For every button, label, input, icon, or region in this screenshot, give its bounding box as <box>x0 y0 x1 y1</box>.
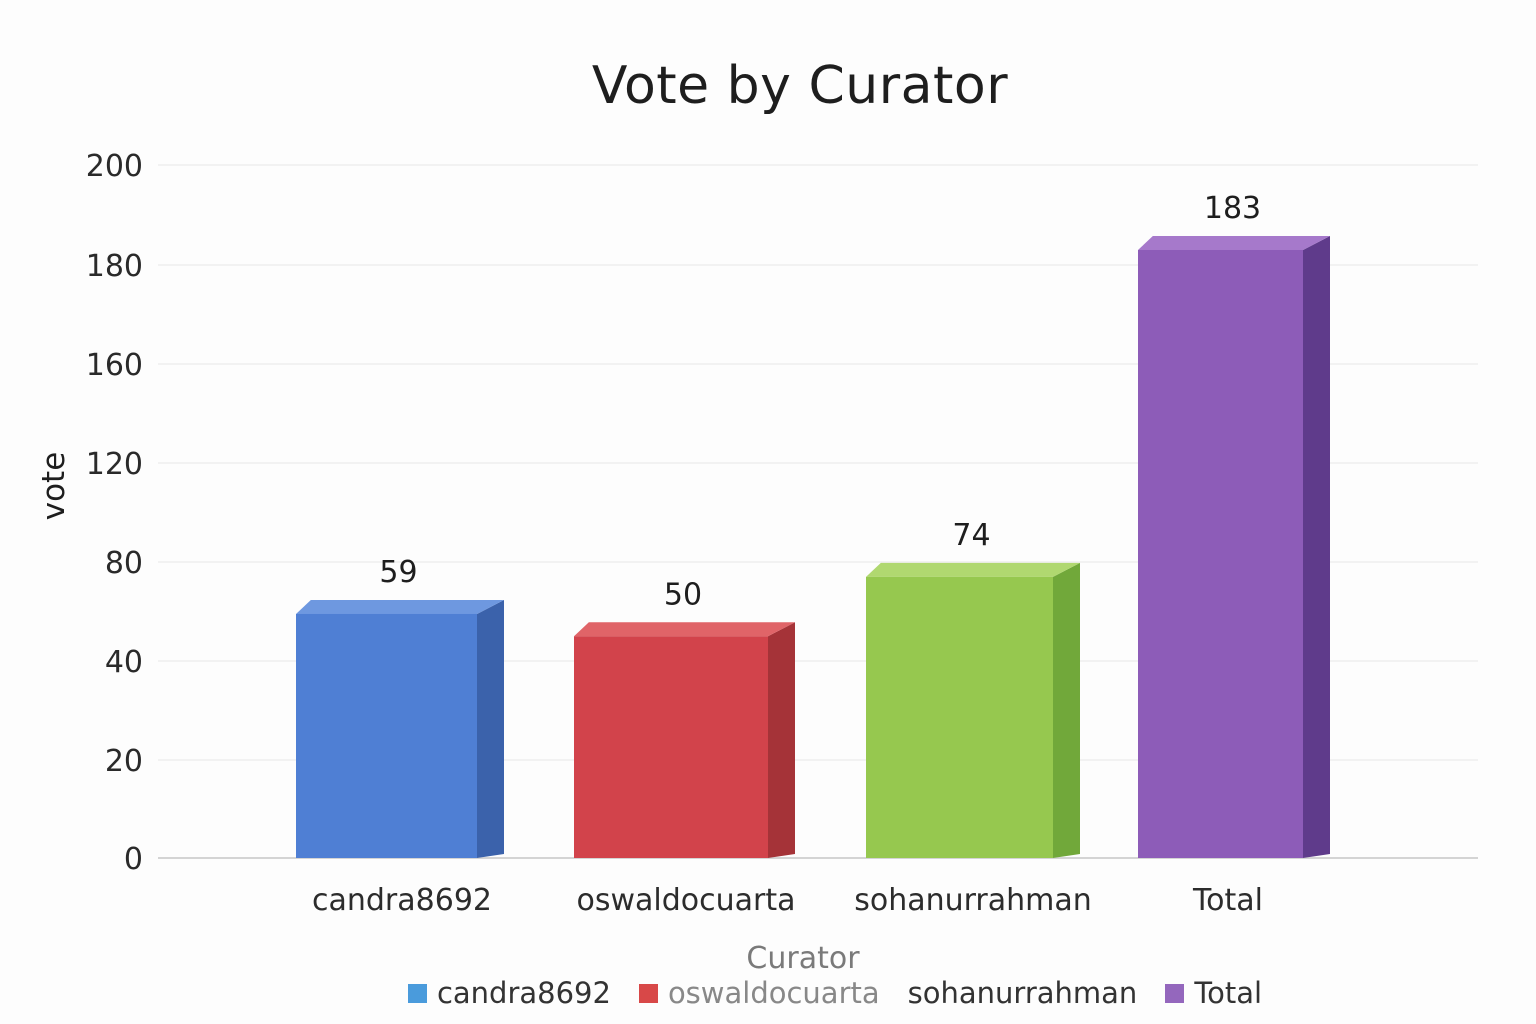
data-label: 50 <box>664 577 702 612</box>
legend-label: candra8692 <box>436 976 611 1010</box>
y-tick-label: 40 <box>105 645 143 680</box>
bar-side <box>1303 236 1330 858</box>
y-tick-label: 0 <box>124 842 143 877</box>
legend-item: Total <box>1165 976 1262 1010</box>
y-tick-label: 160 <box>86 348 143 383</box>
legend-swatch <box>638 983 658 1003</box>
bar <box>866 576 1053 858</box>
x-tick-label: Total <box>1192 883 1263 918</box>
y-axis-label: vote <box>36 452 72 521</box>
x-tick-label: candra8692 <box>312 883 492 918</box>
bar-top <box>296 599 504 614</box>
data-label: 74 <box>952 518 990 553</box>
y-tick-label: 200 <box>86 149 143 184</box>
bar-top <box>1138 236 1330 250</box>
chart-legend: candra8692 oswaldocuarta sohanurrahman Tota… <box>0 976 1536 1010</box>
y-tick-label: 180 <box>86 249 143 284</box>
bar-top <box>866 562 1080 577</box>
bar-side <box>1053 562 1080 858</box>
bar <box>296 613 477 858</box>
data-label: 183 <box>1204 191 1261 226</box>
bar-top <box>574 622 795 637</box>
legend-label: Total <box>1194 976 1263 1010</box>
bar-side <box>768 622 795 858</box>
legend-item: candra8692 <box>407 976 611 1010</box>
x-tick-label: oswaldocuarta <box>576 883 795 918</box>
x-tick-label: sohanurrahman <box>854 883 1092 918</box>
bar <box>574 636 768 858</box>
chart-title: Vote by Curator <box>591 56 1009 116</box>
legend-label: sohanurrahman <box>907 976 1138 1010</box>
legend-item: sohanurrahman <box>908 976 1138 1010</box>
y-tick-label: 20 <box>105 744 143 779</box>
bar-side <box>477 599 504 858</box>
legend-swatch <box>1165 983 1185 1003</box>
legend-swatch <box>407 983 427 1003</box>
legend-label: oswaldocuarta <box>667 976 880 1010</box>
y-tick-label: 120 <box>86 447 143 482</box>
x-axis-label: Curator <box>746 941 860 976</box>
bar <box>1138 250 1303 858</box>
data-label: 59 <box>379 555 417 590</box>
y-tick-label: 80 <box>105 546 143 581</box>
legend-item: oswaldocuarta <box>638 976 880 1010</box>
